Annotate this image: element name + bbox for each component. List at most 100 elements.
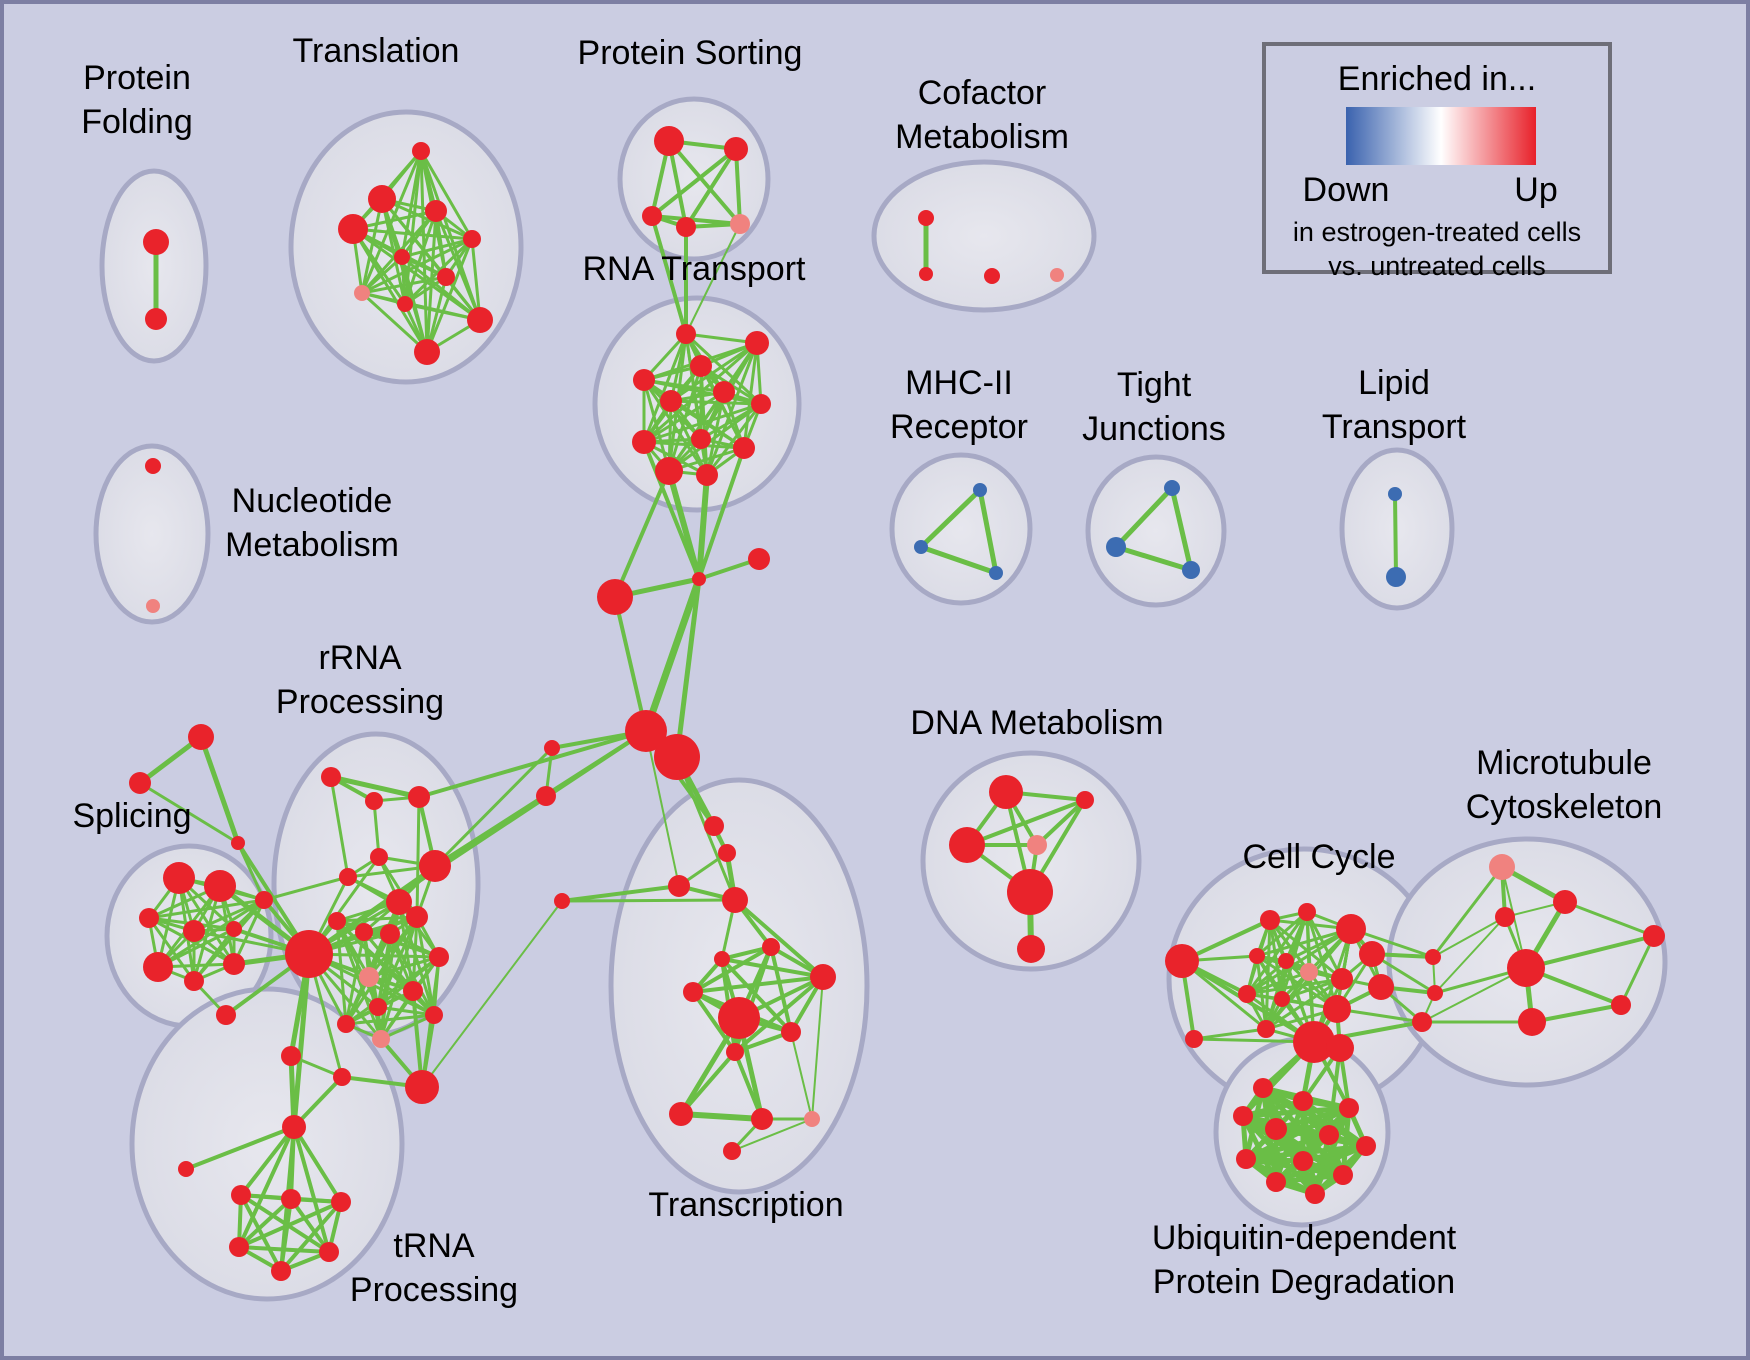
node-tc9[interactable]: [718, 997, 760, 1039]
node-t4[interactable]: [463, 230, 481, 248]
node-sp1[interactable]: [204, 870, 236, 902]
node-sa0[interactable]: [188, 724, 214, 750]
node-pf0[interactable]: [143, 229, 169, 255]
node-ps3[interactable]: [676, 217, 696, 237]
node-tc5[interactable]: [714, 951, 730, 967]
node-ps0[interactable]: [654, 126, 684, 156]
node-tn2[interactable]: [231, 1185, 251, 1205]
node-u0[interactable]: [1253, 1078, 1273, 1098]
node-d0[interactable]: [989, 775, 1023, 809]
node-sp0[interactable]: [163, 862, 195, 894]
node-rr17[interactable]: [333, 1068, 351, 1086]
node-ra1[interactable]: [365, 792, 383, 810]
node-t7[interactable]: [354, 285, 370, 301]
node-cc13[interactable]: [1257, 1020, 1275, 1038]
node-u4[interactable]: [1265, 1118, 1287, 1140]
node-sp6[interactable]: [184, 971, 204, 991]
node-d4[interactable]: [1007, 869, 1053, 915]
node-sa1[interactable]: [129, 772, 151, 794]
node-cc0[interactable]: [1165, 944, 1199, 978]
node-mh2[interactable]: [989, 566, 1003, 580]
node-tc1[interactable]: [718, 844, 736, 862]
node-tn7[interactable]: [271, 1261, 291, 1281]
node-tn1[interactable]: [178, 1161, 194, 1177]
node-tn3[interactable]: [281, 1189, 301, 1209]
node-cc16[interactable]: [1326, 1034, 1354, 1062]
node-rr4[interactable]: [328, 912, 346, 930]
node-cc11[interactable]: [1274, 991, 1290, 1007]
node-cc2[interactable]: [1298, 903, 1316, 921]
node-t10[interactable]: [414, 339, 440, 365]
node-cc6[interactable]: [1278, 953, 1294, 969]
node-t9[interactable]: [467, 307, 493, 333]
node-t2[interactable]: [425, 200, 447, 222]
node-rr15[interactable]: [216, 1005, 236, 1025]
node-rt7[interactable]: [691, 429, 711, 449]
node-t5[interactable]: [394, 249, 410, 265]
node-mc0[interactable]: [692, 572, 706, 586]
node-tc13[interactable]: [751, 1108, 773, 1130]
node-cc4[interactable]: [1359, 941, 1385, 967]
node-mt3[interactable]: [1507, 949, 1545, 987]
node-tc12[interactable]: [669, 1102, 693, 1126]
node-rr18[interactable]: [405, 1070, 439, 1104]
node-t3[interactable]: [338, 214, 368, 244]
node-ps1[interactable]: [724, 137, 748, 161]
node-pf1[interactable]: [145, 308, 167, 330]
node-mt1[interactable]: [1553, 890, 1577, 914]
node-nm1[interactable]: [146, 599, 160, 613]
node-sp7[interactable]: [223, 953, 245, 975]
node-cc19[interactable]: [1427, 985, 1443, 1001]
node-tc15[interactable]: [723, 1142, 741, 1160]
node-hub1[interactable]: [654, 734, 700, 780]
node-lt0[interactable]: [1388, 487, 1402, 501]
node-tn0[interactable]: [282, 1115, 306, 1139]
node-u11[interactable]: [1305, 1184, 1325, 1204]
node-tc14[interactable]: [804, 1111, 820, 1127]
node-t8[interactable]: [397, 296, 413, 312]
node-tc2[interactable]: [668, 875, 690, 897]
node-cc18[interactable]: [1425, 949, 1441, 965]
node-tc3[interactable]: [722, 887, 748, 913]
node-cc12[interactable]: [1323, 995, 1351, 1023]
node-rr8[interactable]: [359, 967, 379, 987]
node-u9[interactable]: [1266, 1172, 1286, 1192]
node-rt4[interactable]: [713, 381, 735, 403]
node-sp8[interactable]: [255, 891, 273, 909]
node-mh1[interactable]: [914, 540, 928, 554]
node-lt1[interactable]: [1386, 567, 1406, 587]
node-tc8[interactable]: [683, 982, 703, 1002]
node-mlB[interactable]: [536, 786, 556, 806]
node-cc14[interactable]: [1185, 1030, 1203, 1048]
node-tc7[interactable]: [810, 964, 836, 990]
node-rr13[interactable]: [337, 1015, 355, 1033]
node-rt1[interactable]: [745, 331, 769, 355]
node-ra2[interactable]: [408, 786, 430, 808]
node-u10[interactable]: [1333, 1165, 1353, 1185]
node-rt10[interactable]: [655, 457, 683, 485]
node-t0[interactable]: [412, 142, 430, 160]
node-rt2[interactable]: [690, 355, 712, 377]
node-u1[interactable]: [1293, 1091, 1313, 1111]
node-cc5[interactable]: [1249, 948, 1265, 964]
node-rr11[interactable]: [369, 998, 387, 1016]
node-mlC[interactable]: [554, 893, 570, 909]
node-cf3[interactable]: [1050, 268, 1064, 282]
node-tj2[interactable]: [1182, 561, 1200, 579]
node-cc8[interactable]: [1331, 968, 1353, 990]
node-cf0[interactable]: [918, 210, 934, 226]
node-tc11[interactable]: [726, 1043, 744, 1061]
node-tj0[interactable]: [1164, 480, 1180, 496]
node-cc15[interactable]: [1293, 1021, 1335, 1063]
node-cc7[interactable]: [1300, 963, 1318, 981]
node-d1[interactable]: [1076, 791, 1094, 809]
node-tc0[interactable]: [704, 816, 724, 836]
node-u7[interactable]: [1236, 1149, 1256, 1169]
node-mt4[interactable]: [1611, 995, 1631, 1015]
node-mt2[interactable]: [1495, 907, 1515, 927]
node-mlA[interactable]: [544, 740, 560, 756]
node-tc10[interactable]: [781, 1022, 801, 1042]
node-rt3[interactable]: [633, 369, 655, 391]
node-mt0[interactable]: [1489, 854, 1515, 880]
node-rr5[interactable]: [355, 923, 373, 941]
